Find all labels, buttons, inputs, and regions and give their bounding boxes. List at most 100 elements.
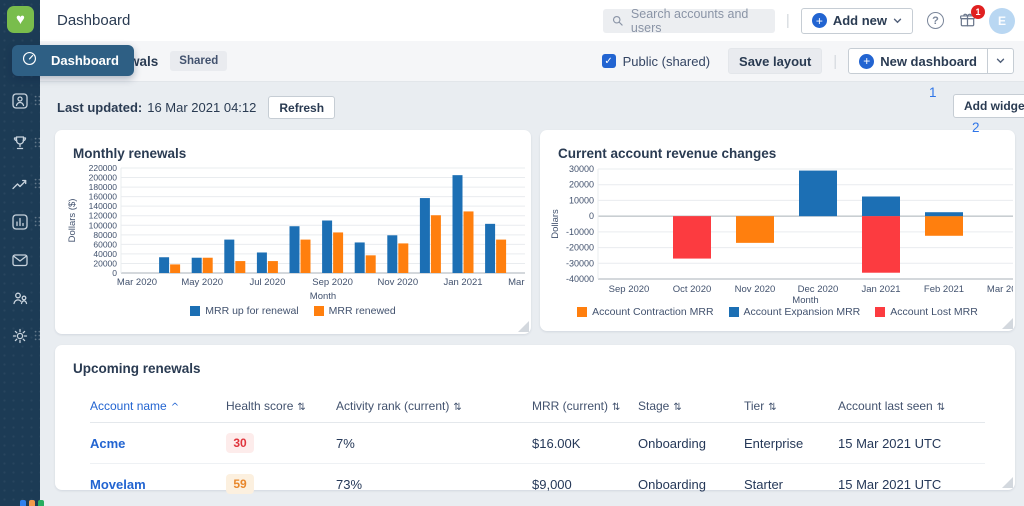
avatar[interactable]: E	[989, 8, 1015, 34]
last-updated-label: Last updated:	[57, 100, 142, 115]
sidebar-item-reports[interactable]	[10, 174, 30, 194]
account-link[interactable]: Acme	[90, 436, 125, 451]
legend-item: MRR up for renewal	[190, 305, 298, 317]
resize-handle[interactable]	[1002, 477, 1013, 488]
revenue-changes-chart: -40000-30000-20000-100000100002000030000…	[548, 163, 1013, 304]
column-header-health-score[interactable]: Health score⇅	[226, 393, 336, 423]
svg-text:Nov 2020: Nov 2020	[735, 284, 776, 295]
chevron-down-icon	[893, 18, 902, 24]
last-updated-row: Last updated: 16 Mar 2021 04:12 Refresh	[57, 96, 335, 119]
users-icon	[10, 295, 30, 312]
new-dashboard-menu-button[interactable]	[987, 48, 1014, 74]
column-header-stage[interactable]: Stage ⇅	[638, 393, 744, 423]
resize-handle[interactable]	[518, 321, 529, 332]
account-name-cell: Movelam	[90, 464, 226, 505]
account-link[interactable]: Movelam	[90, 477, 146, 492]
new-dashboard-label: New dashboard	[880, 54, 977, 69]
drag-dots-icon	[34, 330, 41, 341]
svg-text:120000: 120000	[89, 211, 118, 221]
user-card-icon	[10, 98, 30, 115]
mrr-cell: $9,000	[532, 464, 638, 505]
svg-text:Oct 2020: Oct 2020	[673, 284, 712, 295]
widget-title: Monthly renewals	[55, 130, 531, 161]
sidebar-item-team[interactable]	[10, 288, 30, 308]
legend-label: Account Expansion MRR	[744, 306, 861, 318]
stage-cell: Onboarding	[638, 464, 744, 505]
sidebar-item-analytics[interactable]	[10, 212, 30, 232]
legend-swatch	[190, 306, 200, 316]
svg-text:Jan 2021: Jan 2021	[443, 277, 482, 288]
column-header-account-last-seen[interactable]: Account last seen⇅	[838, 393, 985, 423]
last-seen-cell: 15 Mar 2021 UTC	[838, 423, 985, 464]
chevron-down-icon	[996, 58, 1005, 64]
svg-text:Mar 2021: Mar 2021	[987, 284, 1013, 295]
add-new-button[interactable]: + Add new	[801, 8, 913, 34]
upcoming-renewals-table: Account name^Health score⇅Activity rank …	[90, 393, 985, 504]
top-header: Dashboard Search accounts and users | + …	[40, 0, 1024, 41]
column-label: Stage	[638, 399, 669, 413]
svg-text:Jan 2021: Jan 2021	[861, 284, 900, 295]
health-score-cell: 30	[226, 423, 336, 464]
svg-text:80000: 80000	[93, 230, 117, 240]
resize-handle[interactable]	[1002, 318, 1013, 329]
flyout-label: Dashboard	[51, 53, 119, 68]
plus-icon: +	[812, 13, 827, 28]
last-seen-cell: 15 Mar 2021 UTC	[838, 464, 985, 505]
column-header-activity-rank-current-[interactable]: Activity rank (current)⇅	[336, 393, 532, 423]
sidebar-item-campaigns[interactable]	[10, 250, 30, 270]
sort-both-icon: ⇅	[937, 402, 945, 413]
health-score-cell: 59	[226, 464, 336, 505]
table-row: Movelam 59 73%$9,000OnboardingStarter15 Ma…	[90, 464, 985, 505]
legend-label: MRR up for renewal	[205, 305, 298, 317]
refresh-button[interactable]: Refresh	[268, 96, 335, 119]
svg-text:Dollars: Dollars	[550, 209, 561, 239]
column-label: Account name	[90, 399, 167, 413]
chart-legend: MRR up for renewalMRR renewed	[55, 305, 531, 317]
stage-cell: Onboarding	[638, 423, 744, 464]
new-dashboard-button[interactable]: + New dashboard	[848, 48, 988, 74]
column-header-tier[interactable]: Tier⇅	[744, 393, 838, 423]
legend-swatch	[314, 306, 324, 316]
svg-text:May 2020: May 2020	[181, 277, 223, 288]
save-layout-button[interactable]: Save layout	[728, 48, 822, 74]
sort-both-icon: ⇅	[673, 402, 681, 413]
add-widget-button[interactable]: Add widget	[953, 94, 1024, 118]
search-input[interactable]: Search accounts and users	[603, 9, 775, 33]
health-score-badge: 30	[226, 433, 254, 453]
widget-monthly-renewals: Monthly renewals 02000040000600008000010…	[55, 130, 531, 334]
tier-cell: Starter	[744, 464, 838, 505]
help-button[interactable]: ?	[927, 12, 944, 29]
widget-title: Current account revenue changes	[540, 130, 1015, 161]
svg-text:200000: 200000	[89, 173, 118, 183]
app-window: ♥	[0, 0, 1024, 506]
divider: |	[786, 12, 790, 29]
monthly-renewals-chart: 0200004000060000800001000001200001400001…	[63, 163, 525, 303]
divider: |	[833, 53, 837, 70]
svg-text:60000: 60000	[93, 239, 117, 249]
whats-new-button[interactable]: 1	[958, 11, 977, 30]
legend-item: Account Contraction MRR	[577, 306, 713, 318]
column-header-mrr-current-[interactable]: MRR (current)⇅	[532, 393, 638, 423]
svg-text:220000: 220000	[89, 163, 118, 173]
gear-icon	[10, 333, 30, 350]
legend-swatch	[875, 307, 885, 317]
sidebar-item-accounts[interactable]	[10, 91, 30, 111]
legend-item: Account Lost MRR	[875, 306, 978, 318]
shared-badge: Shared	[170, 51, 227, 71]
health-score-badge: 59	[226, 474, 254, 494]
bar-chart-icon	[10, 219, 30, 236]
svg-text:30000: 30000	[569, 164, 594, 174]
public-shared-checkbox[interactable]: ✓	[602, 54, 616, 68]
svg-text:180000: 180000	[89, 182, 118, 192]
column-header-account-name[interactable]: Account name^	[90, 393, 226, 423]
app-logo[interactable]: ♥	[7, 6, 34, 33]
activity-rank-cell: 73%	[336, 464, 532, 505]
svg-text:Sep 2020: Sep 2020	[609, 284, 650, 295]
sort-both-icon: ⇅	[453, 402, 461, 413]
heart-icon: ♥	[16, 12, 25, 27]
sidebar-item-settings[interactable]	[10, 326, 30, 346]
bottom-widget-logo[interactable]	[20, 500, 44, 506]
sidebar-item-success-plays[interactable]	[10, 133, 30, 153]
sidebar-flyout-dashboard[interactable]: Dashboard	[12, 45, 134, 76]
column-label: MRR (current)	[532, 399, 608, 413]
